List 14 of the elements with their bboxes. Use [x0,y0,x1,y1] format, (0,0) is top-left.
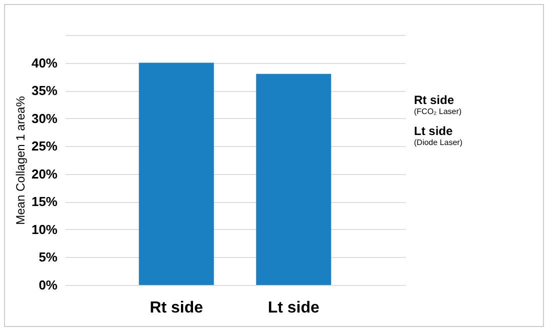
y-tick-label: 35% [31,83,58,98]
text: Rt side [414,93,456,107]
y-tick-label: 15% [31,194,58,210]
text: (FCO₂ Laser) [414,107,462,116]
y-tick-label: 40% [31,55,58,70]
y-tick-label: 5% [38,250,58,265]
y-axis-title: Mean Collagen 1 area% [13,96,28,225]
y-tick-label: 10% [31,222,58,237]
text: (Diode Laser) [414,138,462,147]
y-tick-label: 25% [31,138,58,154]
y-tick-label: 30% [31,110,58,126]
y-tick-label: 0% [38,278,58,292]
text: Lt side [414,124,454,138]
y-tick-label: 20% [31,166,58,182]
